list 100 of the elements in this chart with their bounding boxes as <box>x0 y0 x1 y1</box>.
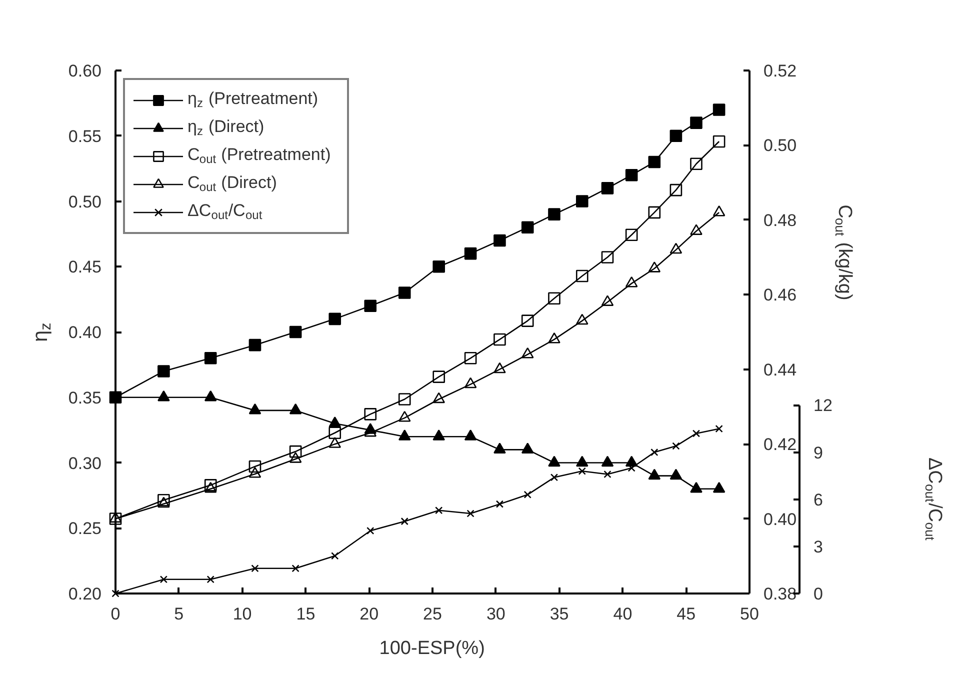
point <box>398 393 411 406</box>
point <box>494 333 506 346</box>
point <box>625 276 638 288</box>
point <box>204 482 217 493</box>
point <box>576 314 588 325</box>
point <box>496 500 504 508</box>
point <box>521 314 534 327</box>
x-tick-label: 20 <box>360 604 379 624</box>
y-axis-title: ηz <box>29 322 54 342</box>
x-tick-label: 15 <box>296 604 316 624</box>
x-axis-title: 100-ESP(%) <box>379 638 485 659</box>
x-tick-label: 40 <box>613 604 632 624</box>
point <box>435 506 443 514</box>
point <box>289 403 302 414</box>
point <box>601 251 614 264</box>
point <box>206 576 214 584</box>
point <box>328 426 342 440</box>
y2-tick-label: 0.52 <box>764 62 797 80</box>
y-tick-label: 0.55 <box>68 126 102 146</box>
point <box>366 526 374 535</box>
point <box>398 410 411 422</box>
point <box>548 456 560 467</box>
point <box>604 470 612 478</box>
point <box>548 332 560 344</box>
point <box>712 482 726 493</box>
point <box>328 437 342 448</box>
y-tick-label: 0.50 <box>68 192 102 212</box>
y3-tick-label: 9 <box>814 443 823 462</box>
point <box>158 494 170 506</box>
point <box>712 135 726 148</box>
x-tick-label: 30 <box>486 604 506 624</box>
point <box>364 408 377 420</box>
point <box>712 205 726 216</box>
point <box>204 479 217 492</box>
point <box>289 445 302 458</box>
y2-tick-label: 0.44 <box>764 360 797 380</box>
point <box>650 448 658 456</box>
x-tick-label: 10 <box>232 604 252 624</box>
y-tick-label: 0.30 <box>68 454 102 473</box>
y3-tick-label: 6 <box>814 490 823 510</box>
point <box>432 392 445 404</box>
y2-tick-label: 0.50 <box>764 136 797 156</box>
point <box>648 261 661 272</box>
point <box>521 221 534 234</box>
y3-tick-label: 12 <box>814 396 832 416</box>
y3-axis-title: ΔCout/Cout <box>922 457 945 541</box>
y2-tick-label: 0.42 <box>764 435 797 454</box>
point <box>289 452 302 463</box>
point <box>601 295 614 306</box>
x-tick-label: 0 <box>110 604 120 624</box>
point <box>248 403 262 414</box>
point <box>578 467 586 475</box>
point <box>576 456 588 467</box>
point <box>715 424 723 433</box>
point <box>204 352 217 364</box>
point <box>398 430 411 440</box>
point <box>670 468 682 480</box>
y2-axis-title: Cout (kg/kg) <box>832 204 855 300</box>
y-tick-label: 0.20 <box>68 584 102 604</box>
point <box>670 184 682 196</box>
point <box>576 270 588 282</box>
point <box>432 370 445 383</box>
y-tick-label: 0.35 <box>68 388 102 408</box>
y-tick-label: 0.45 <box>68 258 102 277</box>
point <box>398 286 411 299</box>
point <box>248 460 262 473</box>
point <box>670 242 682 254</box>
point <box>601 456 614 467</box>
point <box>648 206 661 219</box>
point <box>550 474 558 482</box>
point <box>464 377 477 388</box>
y2-tick-label: 0.38 <box>764 584 797 604</box>
y3-tick-label: 3 <box>814 537 823 556</box>
point <box>601 182 614 194</box>
point <box>494 442 506 454</box>
point <box>494 362 506 374</box>
point <box>521 442 534 454</box>
point <box>158 390 170 402</box>
point <box>204 390 217 402</box>
y-tick-label: 0.60 <box>68 62 102 80</box>
point <box>690 224 702 235</box>
point <box>160 576 168 584</box>
point <box>464 247 477 260</box>
point <box>712 104 726 116</box>
point <box>521 347 534 358</box>
point <box>464 352 477 364</box>
point <box>158 365 170 378</box>
x-tick-label: 25 <box>423 604 442 624</box>
y2-tick-label: 0.46 <box>764 286 797 305</box>
x-tick-label: 5 <box>174 604 184 624</box>
point <box>690 158 702 170</box>
point <box>432 430 445 440</box>
y2-tick-label: 0.40 <box>764 510 797 529</box>
point <box>648 468 661 480</box>
point <box>158 496 170 508</box>
point <box>690 482 702 493</box>
point <box>625 228 638 242</box>
point <box>672 442 680 450</box>
y-tick-label: 0.40 <box>68 323 102 342</box>
point <box>292 564 300 572</box>
